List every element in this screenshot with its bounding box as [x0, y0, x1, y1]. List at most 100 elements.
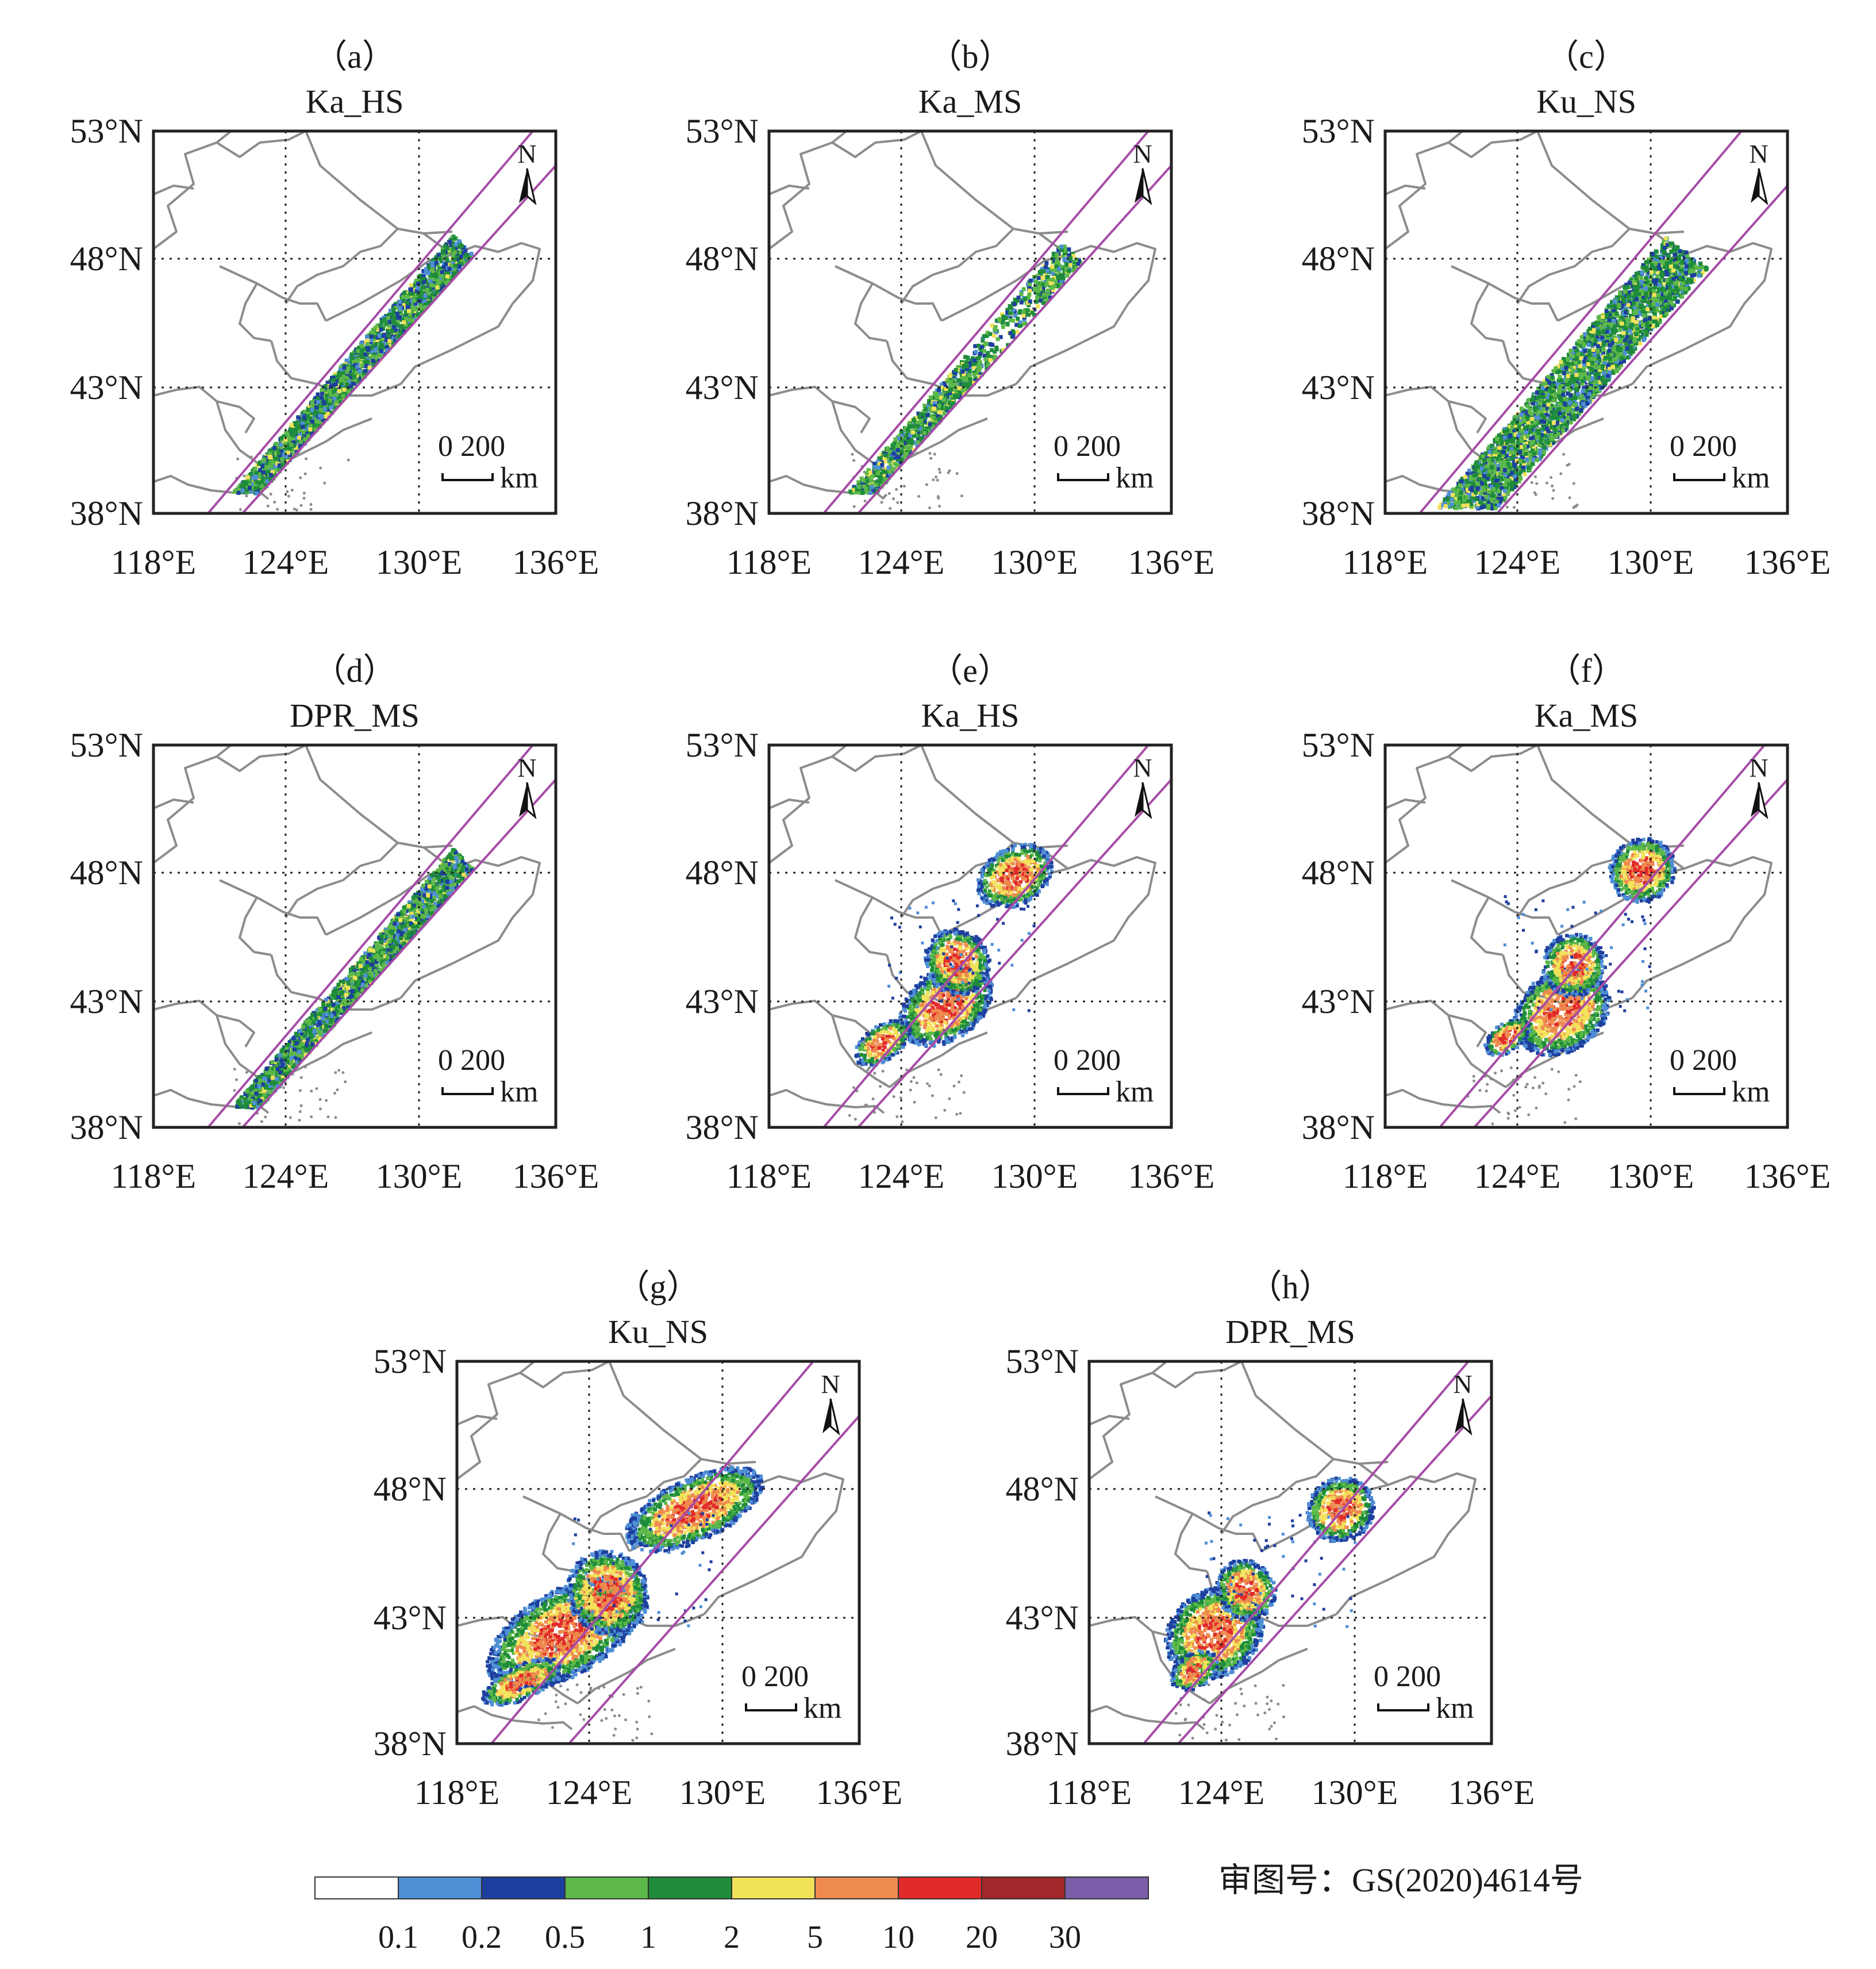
precip-pixel — [1525, 400, 1530, 404]
precip-pixel — [1016, 295, 1021, 300]
precip-pixel — [298, 444, 302, 448]
precip-pixel — [257, 462, 262, 466]
precip-pixel — [328, 393, 333, 397]
precip-pixel — [971, 356, 975, 360]
precip-pixel — [1028, 299, 1032, 304]
precip-pixel — [348, 384, 353, 389]
scale-unit: km — [1116, 462, 1154, 494]
precip-pixel — [1006, 343, 1010, 347]
precip-pixel — [410, 318, 414, 323]
coast-dot — [347, 458, 350, 462]
precip-pixel — [977, 370, 981, 375]
precip-pixel — [1598, 337, 1602, 341]
coast-dot — [299, 476, 302, 479]
precip-pixel — [1059, 244, 1064, 249]
precip-pixel — [401, 316, 406, 321]
precip-pixel — [962, 367, 967, 371]
precip-pixel — [297, 435, 302, 440]
precip-pixel — [308, 427, 313, 432]
precip-pixel — [909, 444, 913, 449]
precip-pixel — [868, 470, 872, 475]
precip-pixel — [1019, 290, 1024, 294]
coast-dot — [266, 504, 270, 508]
precip-pixel — [427, 291, 432, 296]
precip-pixel — [454, 268, 459, 272]
precip-pixel — [430, 264, 435, 269]
precip-pixel — [864, 486, 868, 491]
precip-pixel — [872, 462, 877, 466]
coast-dot — [1572, 506, 1575, 509]
coast-dot — [882, 496, 886, 499]
precip-pixel — [298, 424, 302, 428]
precip-pixel — [1594, 357, 1599, 362]
precip-pixel — [958, 390, 963, 395]
precip-pixel — [1001, 320, 1005, 325]
precip-pixel — [1678, 252, 1683, 257]
province-boundary — [305, 131, 453, 235]
precip-pixel — [929, 428, 933, 432]
precip-pixel — [308, 425, 313, 429]
precip-pixel — [436, 278, 440, 283]
precip-pixel — [370, 344, 375, 349]
precip-pixel — [1065, 273, 1070, 278]
longitude-label: 136°E — [513, 543, 599, 581]
precip-pixel — [1521, 469, 1526, 474]
precip-pixel — [1601, 350, 1606, 355]
scale-unit: km — [500, 462, 538, 494]
precip-pixel — [1001, 325, 1005, 329]
precip-pixel — [429, 287, 433, 292]
precip-pixel — [925, 413, 930, 417]
precip-pixel — [1573, 353, 1578, 358]
precip-pixel — [1008, 318, 1013, 323]
precip-pixel — [899, 433, 904, 438]
precip-pixel — [854, 490, 859, 494]
coast-dot — [243, 474, 246, 478]
precip-pixel — [1070, 251, 1075, 256]
precip-pixel — [884, 477, 889, 482]
precip-pixel — [882, 477, 886, 482]
precip-pixel — [429, 297, 433, 302]
precip-pixel — [462, 251, 466, 255]
precip-pixel — [910, 441, 914, 446]
precip-pixel — [261, 470, 266, 475]
precip-pixel — [916, 440, 920, 444]
precip-pixel — [866, 486, 871, 490]
precip-pixel — [331, 383, 336, 387]
precip-pixel — [432, 285, 436, 290]
precip-pixel — [434, 275, 439, 279]
precip-pixel — [960, 369, 965, 374]
longitude-label: 136°E — [1128, 543, 1215, 581]
precip-pixel — [1025, 308, 1030, 313]
precip-pixel — [416, 312, 420, 317]
precip-pixel — [926, 405, 931, 409]
precip-pixel — [433, 272, 438, 277]
precip-pixel — [316, 396, 321, 400]
precip-pixel — [302, 416, 307, 420]
precip-pixel — [933, 404, 938, 409]
precip-pixel — [877, 474, 882, 479]
precip-pixel — [1004, 316, 1008, 320]
precip-pixel — [1001, 314, 1006, 319]
precip-pixel — [282, 434, 286, 439]
precip-pixel — [387, 324, 391, 329]
precip-pixel — [882, 472, 887, 477]
precip-pixel — [1512, 463, 1517, 468]
precip-pixel — [451, 252, 456, 256]
precip-pixel — [1034, 279, 1039, 284]
precip-pixel — [372, 350, 377, 355]
precip-pixel — [935, 395, 940, 400]
longitude-label: 118°E — [726, 543, 812, 581]
province-boundary — [854, 283, 887, 342]
precip-pixel — [430, 258, 435, 263]
precip-pixel — [333, 382, 338, 387]
province-boundary — [1447, 131, 1538, 158]
precip-pixel — [411, 283, 416, 287]
precip-pixel — [317, 413, 322, 418]
province-boundary — [153, 185, 194, 195]
precip-pixel — [1028, 282, 1032, 286]
precip-pixel — [265, 479, 270, 483]
precip-pixel — [893, 462, 897, 466]
precip-pixel — [362, 347, 367, 352]
